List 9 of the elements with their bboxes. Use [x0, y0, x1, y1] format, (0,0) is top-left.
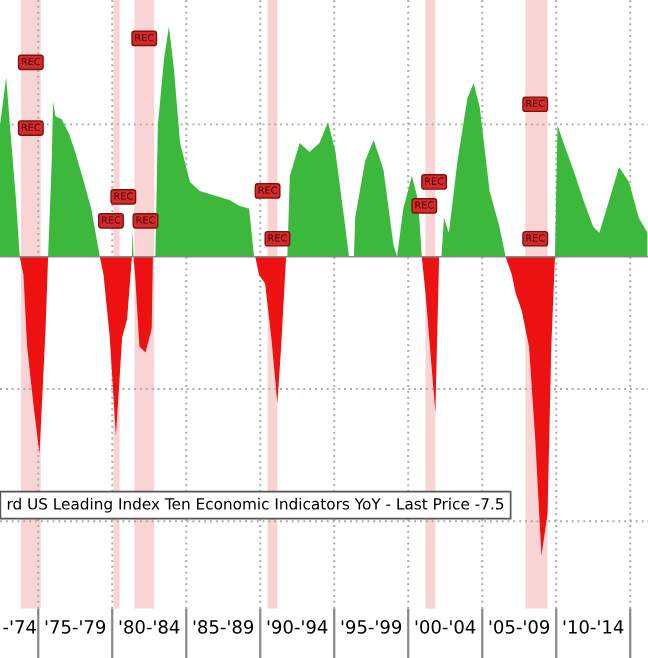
x-tick-label: '05-'09: [489, 620, 550, 634]
x-tick-label: -'74: [3, 620, 36, 634]
x-tick-label: '90-'94: [267, 620, 328, 634]
x-tick-label: '10-'14: [563, 620, 624, 634]
x-tick-label: '85-'89: [193, 620, 254, 634]
x-tick-label: '80-'84: [119, 620, 180, 634]
x-tick-label: '00-'04: [415, 620, 476, 634]
x-tick-label: '75-'79: [45, 620, 106, 634]
x-tick-label: '95-'99: [341, 620, 402, 634]
